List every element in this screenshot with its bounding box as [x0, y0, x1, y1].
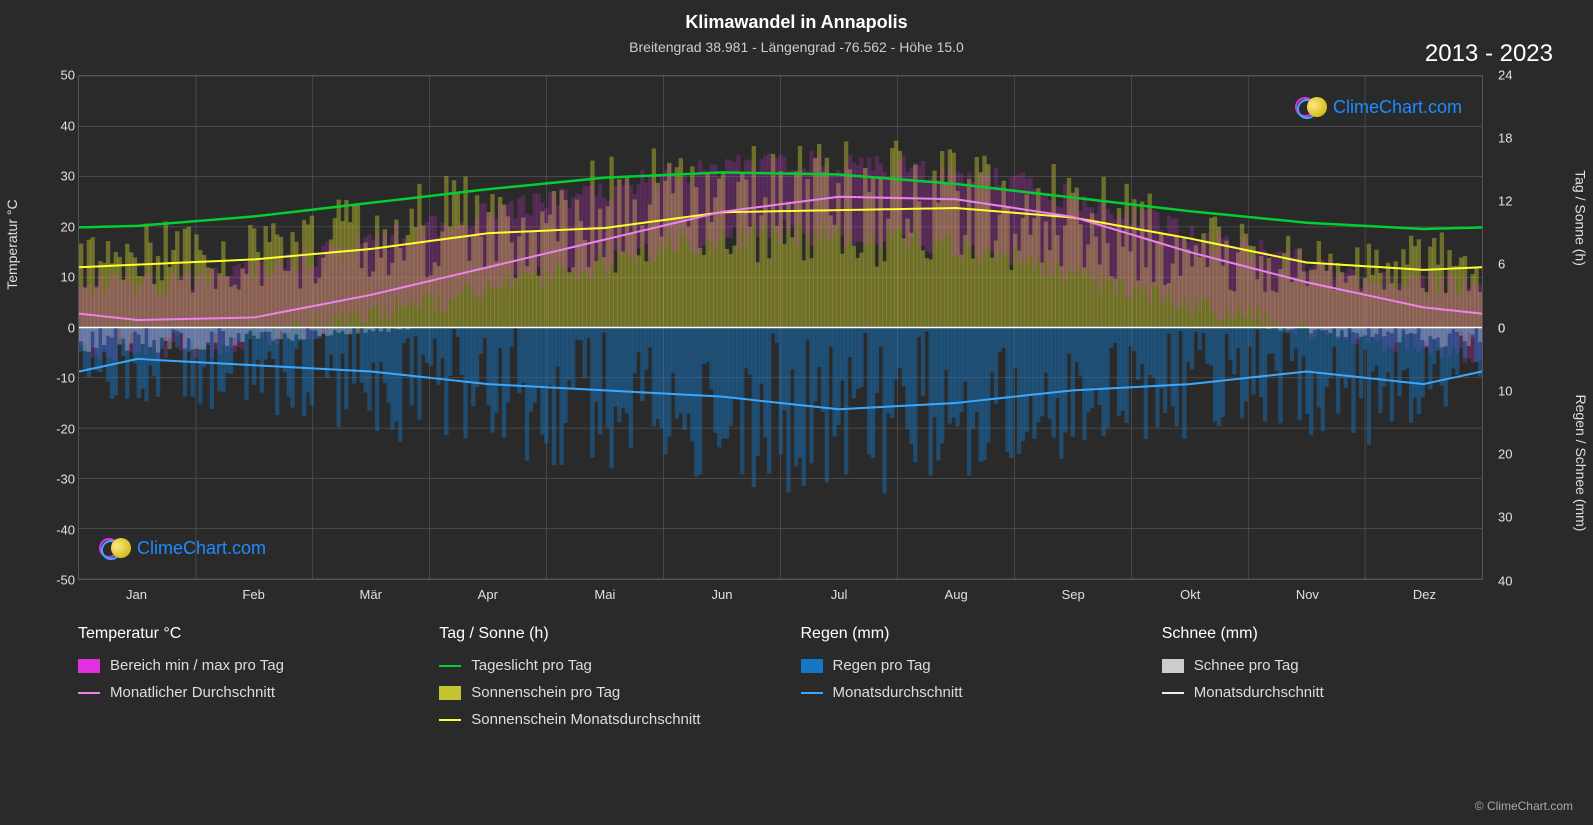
legend-group-title: Schnee (mm) — [1162, 625, 1483, 643]
legend-label: Regen pro Tag — [833, 657, 931, 674]
watermark-logo-icon — [99, 535, 133, 561]
legend-label: Monatsdurchschnitt — [1194, 684, 1324, 701]
y-left-tick: 50 — [61, 68, 75, 83]
plot-svg — [79, 76, 1482, 579]
legend-swatch-icon — [1162, 659, 1184, 673]
x-tick: Nov — [1296, 587, 1319, 602]
watermark-logo-icon — [1295, 94, 1329, 120]
legend-label: Schnee pro Tag — [1194, 657, 1299, 674]
x-tick: Dez — [1413, 587, 1436, 602]
y-axis-left-label: Temperatur °C — [4, 199, 20, 289]
legend-swatch-icon — [439, 719, 461, 721]
legend-group: Regen (mm) Regen pro Tag Monatsdurchschnit… — [801, 625, 1122, 738]
x-tick: Mär — [360, 587, 382, 602]
y-right-top-tick: 24 — [1498, 68, 1512, 83]
y-left-tick: -30 — [56, 472, 75, 487]
x-tick: Aug — [945, 587, 968, 602]
legend: Temperatur °C Bereich min / max pro Tag Mo… — [78, 625, 1483, 738]
year-range: 2013 - 2023 — [1425, 40, 1553, 68]
x-tick: Jan — [126, 587, 147, 602]
x-tick: Apr — [478, 587, 498, 602]
y-right-bottom-tick: 30 — [1498, 510, 1512, 525]
y-left-tick: -50 — [56, 573, 75, 588]
y-axis-right-bottom-label: Regen / Schnee (mm) — [1573, 395, 1589, 532]
plot-area: ClimeChart.com ClimeChart.com — [78, 75, 1483, 580]
watermark-text: ClimeChart.com — [137, 538, 266, 559]
legend-group: Temperatur °C Bereich min / max pro Tag Mo… — [78, 625, 399, 738]
legend-group-title: Temperatur °C — [78, 625, 399, 643]
legend-swatch-icon — [801, 659, 823, 673]
y-right-top-tick: 12 — [1498, 194, 1512, 209]
y-left-tick: -40 — [56, 522, 75, 537]
legend-swatch-icon — [801, 692, 823, 694]
x-tick: Jul — [831, 587, 848, 602]
x-tick: Feb — [242, 587, 264, 602]
legend-label: Sonnenschein pro Tag — [471, 684, 620, 701]
y-right-bottom-tick: 10 — [1498, 384, 1512, 399]
y-axis-right-top-label: Tag / Sonne (h) — [1573, 170, 1589, 266]
legend-group: Schnee (mm) Schnee pro Tag Monatsdurchschn… — [1162, 625, 1483, 738]
legend-item: Sonnenschein Monatsdurchschnitt — [439, 711, 760, 728]
y-left-tick: -20 — [56, 421, 75, 436]
legend-item: Regen pro Tag — [801, 657, 1122, 674]
y-axis-right-bottom: 010203040 — [1498, 328, 1528, 580]
legend-swatch-icon — [1162, 692, 1184, 694]
y-right-bottom-tick: 40 — [1498, 573, 1512, 588]
x-axis: Jan Feb Mär Apr Mai Jun Jul Aug Sep Okt Nov Dez — [78, 587, 1483, 607]
y-right-bottom-tick: 20 — [1498, 447, 1512, 462]
legend-item: Bereich min / max pro Tag — [78, 657, 399, 674]
watermark-bottom: ClimeChart.com — [99, 535, 266, 561]
watermark-top: ClimeChart.com — [1295, 94, 1462, 120]
copyright: © ClimeChart.com — [1475, 799, 1573, 813]
y-axis-left: 50403020100-10-20-30-40-50 — [35, 75, 75, 580]
legend-label: Tageslicht pro Tag — [471, 657, 592, 674]
y-left-tick: 0 — [68, 320, 75, 335]
legend-label: Monatsdurchschnitt — [833, 684, 963, 701]
x-tick: Jun — [711, 587, 732, 602]
legend-item: Tageslicht pro Tag — [439, 657, 760, 674]
legend-swatch-icon — [439, 665, 461, 667]
x-tick: Sep — [1062, 587, 1085, 602]
x-tick: Mai — [594, 587, 615, 602]
legend-label: Monatlicher Durchschnitt — [110, 684, 275, 701]
legend-item: Sonnenschein pro Tag — [439, 684, 760, 701]
legend-label: Sonnenschein Monatsdurchschnitt — [471, 711, 700, 728]
y-right-bottom-tick: 0 — [1498, 321, 1505, 336]
legend-swatch-icon — [439, 686, 461, 700]
y-left-tick: -10 — [56, 371, 75, 386]
y-right-top-tick: 18 — [1498, 131, 1512, 146]
y-left-tick: 20 — [61, 219, 75, 234]
legend-item: Monatlicher Durchschnitt — [78, 684, 399, 701]
legend-item: Monatsdurchschnitt — [1162, 684, 1483, 701]
chart-subtitle: Breitengrad 38.981 - Längengrad -76.562 … — [0, 33, 1593, 55]
legend-item: Monatsdurchschnitt — [801, 684, 1122, 701]
legend-group-title: Tag / Sonne (h) — [439, 625, 760, 643]
y-axis-right-top: 24181260 — [1498, 75, 1528, 345]
legend-group-title: Regen (mm) — [801, 625, 1122, 643]
legend-group: Tag / Sonne (h) Tageslicht pro Tag Sonnens… — [439, 625, 760, 738]
watermark-text: ClimeChart.com — [1333, 97, 1462, 118]
y-left-tick: 40 — [61, 118, 75, 133]
y-right-top-tick: 6 — [1498, 257, 1505, 272]
y-left-tick: 10 — [61, 270, 75, 285]
legend-swatch-icon — [78, 659, 100, 673]
climate-chart: Klimawandel in Annapolis Breitengrad 38.… — [0, 0, 1593, 825]
legend-item: Schnee pro Tag — [1162, 657, 1483, 674]
chart-title: Klimawandel in Annapolis — [0, 0, 1593, 33]
y-left-tick: 30 — [61, 169, 75, 184]
legend-label: Bereich min / max pro Tag — [110, 657, 284, 674]
x-tick: Okt — [1180, 587, 1200, 602]
legend-swatch-icon — [78, 692, 100, 694]
